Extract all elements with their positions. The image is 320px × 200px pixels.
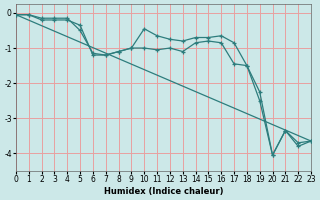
- X-axis label: Humidex (Indice chaleur): Humidex (Indice chaleur): [104, 187, 223, 196]
